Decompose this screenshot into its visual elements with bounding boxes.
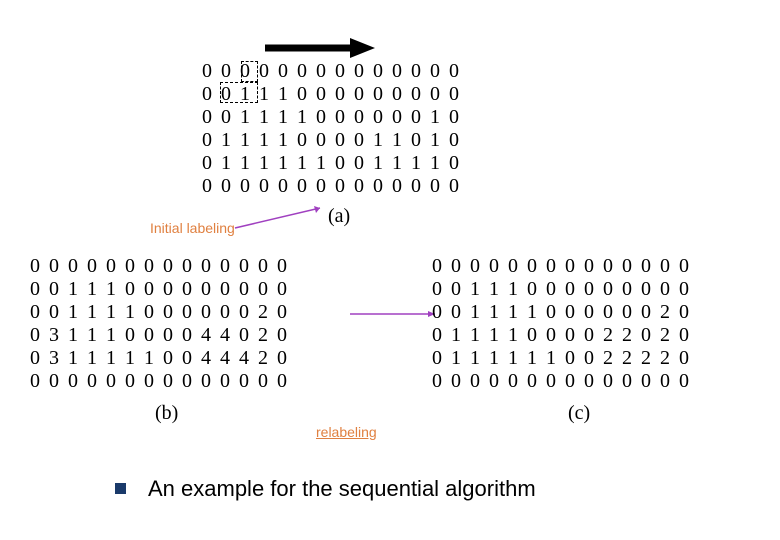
caption-text: An example for the sequential algorithm: [148, 476, 536, 502]
matrix-b: 0 0 0 0 0 0 0 0 0 0 0 0 0 0 0 0 1 1 1 0 …: [30, 255, 289, 393]
relabeling-text: relabeling: [316, 424, 377, 440]
matrix-c-label: (c): [568, 402, 590, 425]
matrix-a-label: (a): [328, 205, 350, 228]
relabeling-annotation: relabeling: [316, 424, 377, 440]
matrix-b-label: (b): [155, 402, 178, 425]
arrow-initial-labeling: [230, 200, 330, 230]
bullet-icon: [115, 483, 126, 494]
matrix-a: 0 0 0 0 0 0 0 0 0 0 0 0 0 0 0 0 1 1 1 0 …: [202, 60, 461, 198]
scan-direction-arrow: [260, 36, 380, 60]
arrow-relabeling: [345, 308, 445, 320]
matrix-c: 0 0 0 0 0 0 0 0 0 0 0 0 0 0 0 0 1 1 1 0 …: [432, 255, 691, 393]
initial-labeling-annotation: Initial labeling: [150, 220, 235, 236]
